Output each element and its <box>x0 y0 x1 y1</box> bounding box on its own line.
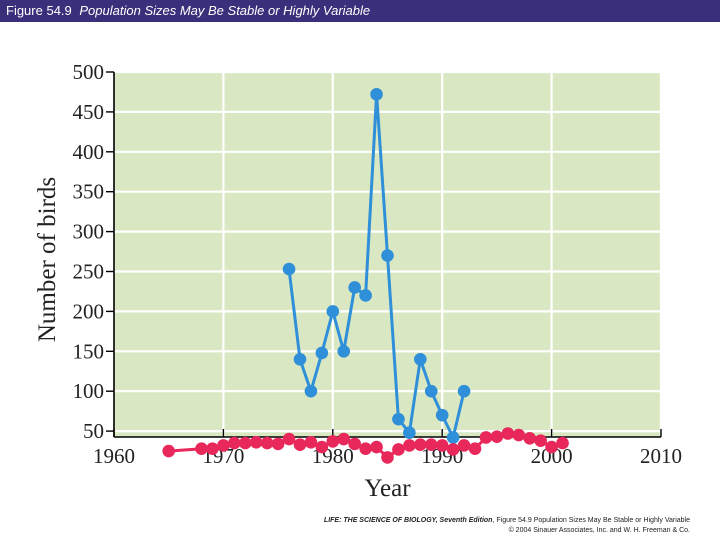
y-tick-label-50: 50 <box>83 419 104 443</box>
credit-caption: , Figure 54.9 Population Sizes May Be St… <box>492 517 690 524</box>
data-point-stable-1995 <box>490 430 504 443</box>
series-stable <box>162 427 569 464</box>
credit: LIFE: THE SCIENCE OF BIOLOGY, Seventh Ed… <box>270 516 690 536</box>
y-tick-label-200: 200 <box>73 299 105 323</box>
data-point-stable-1982 <box>348 437 361 451</box>
data-point-highly-variable-1985 <box>381 249 394 262</box>
data-point-stable-1985 <box>381 451 394 464</box>
data-point-stable-2000 <box>545 440 558 454</box>
x-tick-label-1960: 1960 <box>93 444 135 468</box>
data-point-stable-1992 <box>457 439 471 452</box>
series-layer <box>162 88 569 464</box>
data-point-stable-1965 <box>162 444 175 458</box>
data-point-stable-1968 <box>195 442 208 455</box>
x-axis-label: Year <box>364 475 411 502</box>
x-tick-label-2010: 2010 <box>640 444 682 468</box>
y-axis-label: Number of birds <box>34 177 61 342</box>
data-point-highly-variable-1992 <box>457 384 471 398</box>
data-point-stable-1993 <box>468 442 482 455</box>
figure-title-text: Population Sizes May Be Stable or Highly… <box>79 3 371 18</box>
data-point-stable-1979 <box>315 440 329 454</box>
data-point-highly-variable-1978 <box>304 384 318 398</box>
data-point-stable-1976 <box>282 432 296 446</box>
title-bar: Figure 54.9 Population Sizes May Be Stab… <box>0 0 720 22</box>
data-point-highly-variable-1990 <box>435 408 449 422</box>
y-tick-label-100: 100 <box>73 379 105 403</box>
y-tick-label-450: 450 <box>73 100 105 124</box>
data-point-stable-1971 <box>228 436 241 450</box>
data-point-stable-2001 <box>556 436 569 450</box>
data-point-stable-1983 <box>359 442 372 455</box>
data-point-stable-1994 <box>479 431 493 444</box>
credit-book: LIFE: THE SCIENCE OF BIOLOGY, Seventh Ed… <box>323 517 493 524</box>
data-point-highly-variable-1983 <box>359 289 372 302</box>
figure-title: Figure 54.9 Population Sizes May Be Stab… <box>6 3 370 19</box>
data-point-stable-1997 <box>512 428 526 442</box>
data-point-highly-variable-1988 <box>414 352 427 366</box>
data-point-stable-1988 <box>414 438 427 451</box>
series-highly-variable <box>282 88 471 444</box>
data-point-highly-variable-1982 <box>348 281 361 294</box>
data-point-stable-1973 <box>249 435 263 449</box>
data-point-highly-variable-1986 <box>392 412 405 426</box>
data-point-highly-variable-1981 <box>337 345 351 358</box>
data-point-stable-1981 <box>337 432 351 446</box>
data-point-stable-1977 <box>293 438 307 451</box>
axes <box>113 72 661 438</box>
y-tick-label-300: 300 <box>73 220 105 244</box>
data-point-stable-1987 <box>403 439 416 452</box>
data-point-stable-1975 <box>271 437 285 451</box>
data-point-stable-1984 <box>370 440 383 454</box>
figure-number: Figure 54.9 <box>6 3 72 18</box>
data-point-highly-variable-1984 <box>370 88 383 101</box>
data-point-highly-variable-1977 <box>293 352 307 366</box>
data-point-stable-1998 <box>523 431 537 445</box>
y-tick-label-250: 250 <box>73 260 105 284</box>
y-tick-label-500: 500 <box>73 60 105 84</box>
data-point-stable-1989 <box>424 438 438 451</box>
data-point-stable-1974 <box>260 436 274 450</box>
data-point-stable-1978 <box>304 435 318 449</box>
y-tick-label-350: 350 <box>73 180 105 204</box>
data-point-stable-1999 <box>534 434 547 447</box>
data-point-stable-1990 <box>435 439 449 452</box>
data-point-stable-1972 <box>238 436 252 450</box>
credit-copyright: © 2004 Sinauer Associates, Inc. and W. H… <box>508 527 690 534</box>
data-point-highly-variable-1987 <box>403 426 416 439</box>
data-point-highly-variable-1980 <box>326 305 340 318</box>
y-axis-ticks: 50 100 150 200 250 300 350 400 450 500 <box>73 60 114 443</box>
data-point-highly-variable-1976 <box>282 262 296 276</box>
data-point-stable-1970 <box>217 439 230 452</box>
data-point-highly-variable-1989 <box>424 384 438 398</box>
data-point-highly-variable-1991 <box>446 431 460 444</box>
data-point-stable-1991 <box>446 443 460 456</box>
data-point-highly-variable-1979 <box>315 346 329 360</box>
data-point-stable-1996 <box>501 427 515 440</box>
data-point-stable-1969 <box>206 442 219 455</box>
y-tick-label-400: 400 <box>73 140 105 164</box>
data-point-stable-1986 <box>392 443 405 456</box>
y-tick-label-150: 150 <box>73 339 105 363</box>
data-point-stable-1980 <box>326 435 340 448</box>
